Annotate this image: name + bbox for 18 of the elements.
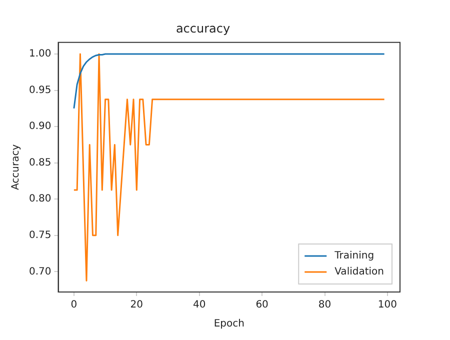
y-tick-label: 0.90	[29, 121, 52, 132]
chart-title: accuracy	[176, 21, 230, 36]
x-tick-label: 80	[318, 300, 332, 311]
x-tick-label: 20	[130, 300, 144, 311]
x-axis-title: Epoch	[214, 318, 244, 330]
legend-label: Training	[334, 250, 374, 262]
y-tick-label: 0.85	[29, 157, 52, 168]
y-axis-title: Accuracy	[10, 144, 22, 190]
x-tick-label: 0	[70, 300, 78, 311]
x-tick-label: 100	[378, 300, 398, 311]
x-tick-label: 60	[256, 300, 268, 311]
x-tick-label: 40	[192, 300, 206, 311]
y-tick-label: 0.70	[29, 266, 52, 278]
y-tick-label: 0.75	[29, 230, 52, 241]
y-tick-label: 0.80	[29, 194, 52, 205]
legend-label: Validation	[334, 266, 384, 278]
y-tick-label: 1.00	[29, 48, 52, 60]
y-tick-label: 0.95	[29, 84, 52, 96]
